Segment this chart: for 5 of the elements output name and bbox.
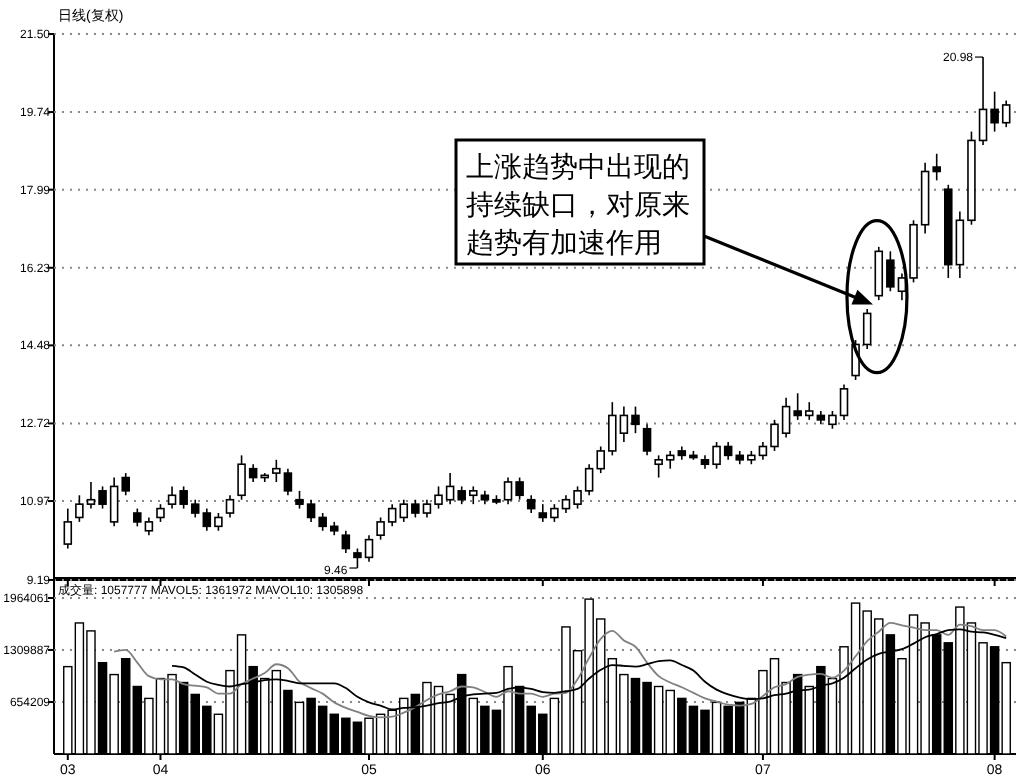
- annotation: 上涨趋势中出现的持续缺口，对原来趋势有加速作用: [466, 152, 690, 260]
- candlestick: [642, 423, 652, 457]
- candlestick: [63, 507, 73, 550]
- candlestick: [341, 529, 351, 554]
- candlestick: [225, 494, 235, 519]
